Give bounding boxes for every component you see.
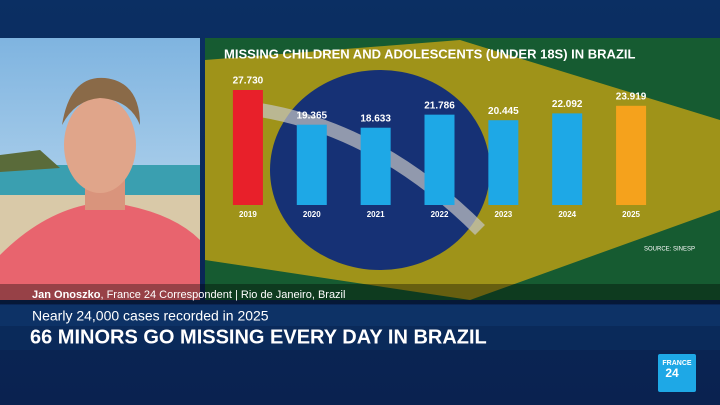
subheadline: Nearly 24,000 cases recorded in 2025 — [32, 308, 269, 324]
x-tick-label: 2019 — [239, 210, 257, 219]
value-label: 19.365 — [296, 110, 327, 121]
subheadline-strip — [0, 305, 720, 327]
bar — [360, 127, 391, 205]
bar — [424, 114, 455, 205]
x-tick-label: 2024 — [558, 210, 576, 219]
x-tick-label: 2021 — [367, 210, 385, 219]
correspondent: Jan Onoszko, France 24 Correspondent | R… — [32, 289, 345, 301]
correspondent-name: Jan Onoszko — [32, 289, 101, 301]
logo-bottom: 24 — [665, 366, 679, 380]
headline: 66 MINORS GO MISSING EVERY DAY IN BRAZIL — [30, 326, 487, 348]
headline-strip — [0, 326, 720, 350]
correspondent-role: , France 24 Correspondent | Rio de Janei… — [100, 289, 345, 301]
x-tick-label: 2023 — [494, 210, 512, 219]
x-tick-label: 2025 — [622, 210, 640, 219]
value-label: 27.730 — [233, 76, 264, 87]
logo-box — [658, 354, 696, 392]
x-tick-label: 2020 — [303, 210, 321, 219]
bar — [616, 105, 647, 205]
chart-source: SOURCE: SINESP — [644, 247, 695, 253]
bar — [232, 90, 263, 205]
video-feed — [0, 38, 200, 300]
value-label: 20.445 — [488, 106, 519, 117]
value-label: 22.092 — [552, 99, 583, 110]
bar — [296, 124, 327, 205]
plot-area: 2019 27.730 2020 19.365 2021 18.633 2022 21.786… — [233, 76, 647, 219]
chart-title: MISSING CHILDREN AND ADOLESCENTS (UNDER … — [224, 46, 636, 61]
bar — [552, 113, 583, 205]
x-tick-label: 2022 — [431, 210, 449, 219]
bar — [488, 120, 519, 205]
value-label: 18.633 — [360, 113, 391, 124]
value-label: 23.919 — [616, 91, 647, 102]
logo-top: FRANCE — [662, 360, 691, 367]
name-strip — [0, 284, 720, 304]
value-label: 21.786 — [424, 100, 455, 111]
